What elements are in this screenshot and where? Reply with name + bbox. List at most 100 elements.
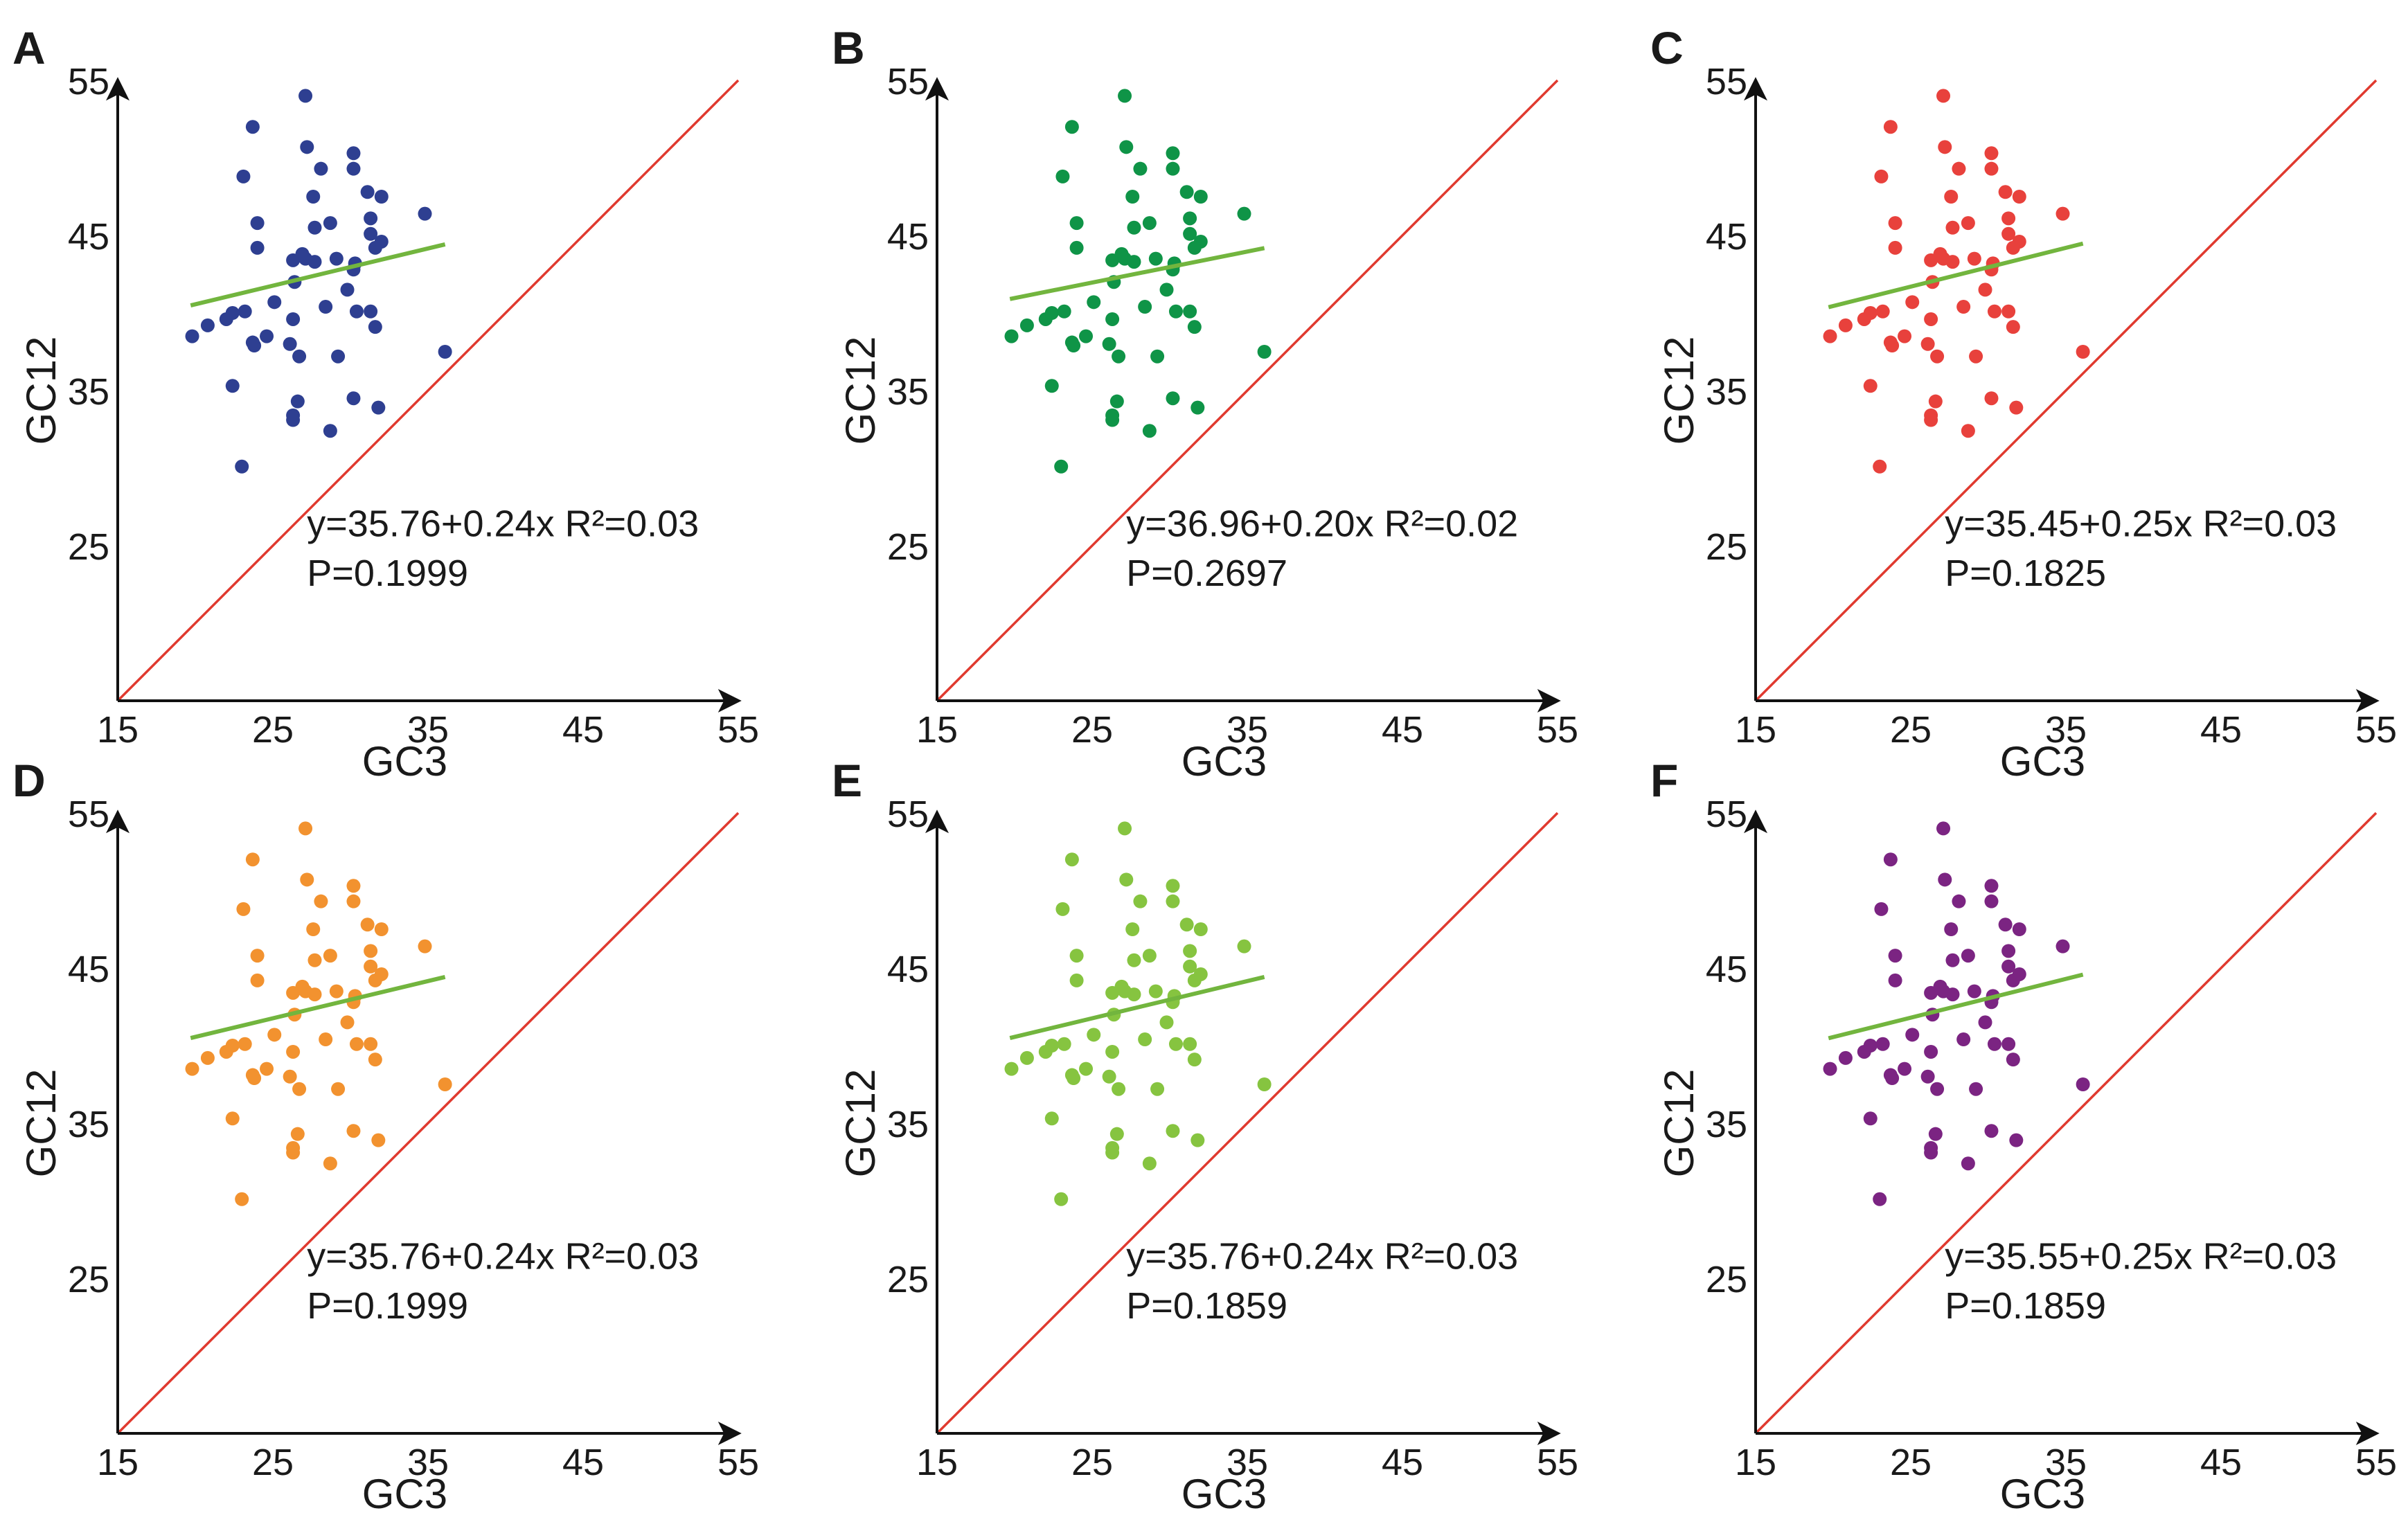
data-point	[1148, 984, 1163, 999]
y-tick-label: 35	[887, 1104, 929, 1145]
data-point	[250, 973, 265, 987]
data-point	[1109, 1127, 1124, 1141]
data-point	[1166, 391, 1180, 406]
x-tick-label: 45	[2200, 1442, 2242, 1483]
data-point	[1166, 879, 1180, 893]
regression-line	[1828, 972, 2084, 1041]
data-point	[1105, 1044, 1120, 1059]
y-tick-label: 45	[68, 216, 109, 258]
data-point	[360, 185, 375, 199]
data-point	[1109, 394, 1124, 409]
data-point	[1044, 1111, 1059, 1126]
data-point	[1105, 1145, 1120, 1160]
data-point	[1920, 337, 1935, 351]
data-point	[1166, 1124, 1180, 1138]
data-point	[2055, 939, 2070, 953]
data-point	[368, 320, 382, 334]
data-point	[1183, 944, 1197, 958]
x-tick-label: 25	[1890, 709, 1932, 751]
data-point	[1142, 949, 1157, 963]
data-point	[346, 1124, 361, 1138]
data-point	[2006, 973, 2020, 987]
panel-label: C	[1650, 22, 1684, 73]
data-point	[1133, 894, 1148, 908]
data-point	[238, 304, 252, 319]
data-point	[200, 318, 215, 332]
data-point	[1873, 459, 1887, 474]
data-point	[1193, 190, 1208, 204]
data-point	[1064, 120, 1079, 134]
data-point	[2076, 345, 2090, 359]
data-point	[306, 922, 321, 936]
p-value: P=0.1999	[307, 553, 468, 594]
data-point	[1142, 216, 1157, 231]
data-point	[346, 879, 361, 893]
data-point	[1257, 345, 1272, 359]
x-tick-label: 25	[1890, 1442, 1932, 1483]
data-point	[1138, 300, 1152, 314]
data-point	[298, 89, 313, 103]
y-tick-label: 25	[68, 526, 109, 568]
data-point	[1883, 852, 1898, 867]
data-point	[2006, 320, 2020, 334]
y-tick-label: 55	[887, 61, 929, 102]
data-point	[1079, 1062, 1094, 1076]
data-point	[1183, 304, 1197, 319]
data-point	[1118, 821, 1132, 836]
x-tick-label: 15	[97, 709, 139, 751]
data-point	[1883, 120, 1898, 134]
y-tick-label: 55	[1706, 794, 1747, 835]
data-point	[1928, 394, 1943, 409]
data-point	[1142, 1156, 1157, 1171]
data-point	[340, 1015, 355, 1030]
data-point	[225, 306, 240, 320]
data-point	[1044, 1039, 1059, 1053]
data-point	[292, 1082, 307, 1096]
panel-e: E 15 25 35 45 55 25 35 45 55 GC3 GC12 y=35.76+0.24x …	[832, 755, 1578, 1517]
data-point	[235, 1192, 249, 1206]
x-tick-label: 35	[1227, 709, 1268, 751]
data-point	[1874, 169, 1889, 183]
data-point	[1187, 973, 1202, 987]
data-point	[340, 283, 355, 297]
data-point	[1044, 306, 1059, 320]
data-point	[2012, 190, 2026, 204]
data-point	[306, 190, 321, 204]
data-point	[1905, 295, 1920, 310]
data-point	[323, 424, 337, 438]
data-point	[1055, 902, 1070, 916]
x-tick-label: 55	[1537, 1442, 1578, 1483]
y-tick-label: 45	[1706, 216, 1747, 258]
data-point	[1898, 329, 1912, 343]
data-point	[2076, 1077, 2090, 1091]
data-point	[292, 349, 307, 364]
data-point	[319, 1032, 333, 1047]
data-point	[260, 1062, 274, 1076]
x-tick-label: 45	[562, 709, 604, 751]
data-point	[1967, 984, 1981, 999]
data-point	[2009, 1133, 2024, 1147]
data-point	[1875, 1037, 1890, 1051]
data-point	[1183, 226, 1197, 241]
x-tick-label: 25	[1071, 709, 1113, 751]
data-point	[1187, 320, 1202, 334]
x-tick-label: 15	[916, 1442, 958, 1483]
data-point	[1961, 949, 1975, 963]
y-tick-label: 35	[887, 371, 929, 413]
p-value: P=0.2697	[1126, 553, 1287, 594]
data-point	[1961, 424, 1975, 438]
data-point	[300, 872, 314, 887]
data-point	[250, 240, 265, 255]
data-point	[1127, 987, 1141, 1002]
data-point	[364, 211, 378, 226]
data-point	[364, 304, 378, 319]
data-point	[1183, 959, 1197, 974]
panel-b: B 15 25 35 45 55 25 35 45 55 GC3 GC12 y=36.96+0.20x …	[832, 22, 1578, 785]
data-point	[1105, 312, 1120, 326]
data-point	[200, 1050, 215, 1065]
data-point	[1956, 1032, 1971, 1047]
y-tick-label: 25	[68, 1259, 109, 1300]
data-point	[1928, 1127, 1943, 1141]
data-point	[225, 1111, 240, 1126]
data-point	[1112, 1082, 1126, 1096]
